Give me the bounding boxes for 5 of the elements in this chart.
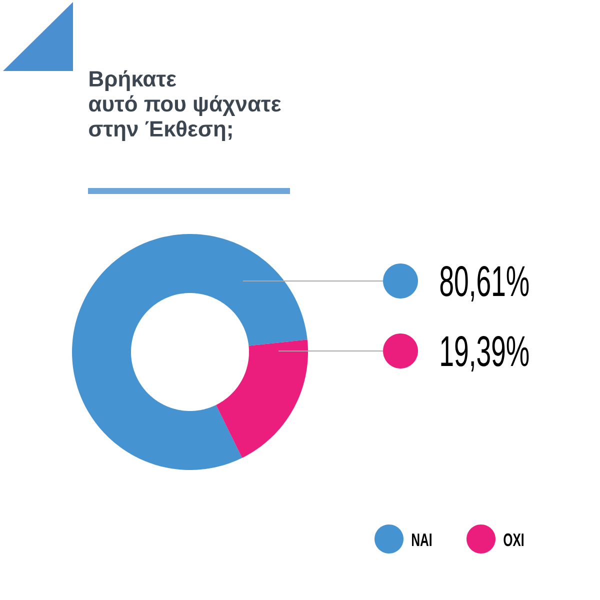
data-label: 80,61% [440, 266, 529, 302]
data-label: 19,39% [441, 336, 529, 372]
legend-label: ΝΑΙ [412, 534, 432, 546]
chart-title: Βρήκατε αυτό που ψάχνατε στην Έκθεση; [89, 70, 281, 141]
legend-label: ΟΧΙ [504, 533, 524, 546]
